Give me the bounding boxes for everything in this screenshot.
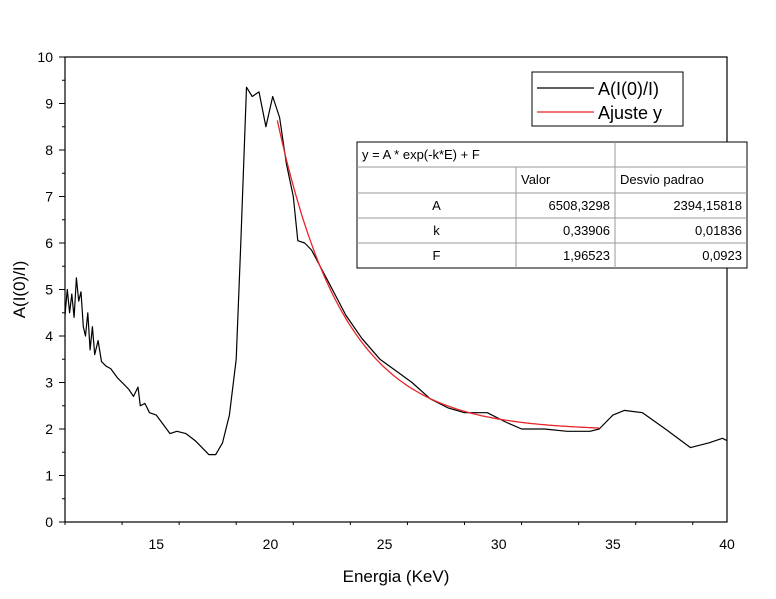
y-tick-label: 1	[45, 468, 53, 484]
y-tick-label: 6	[45, 235, 53, 251]
fit-param-name: F	[433, 248, 441, 263]
x-tick-label: 25	[377, 536, 393, 552]
y-tick-label: 8	[45, 142, 53, 158]
fit-param-name: A	[432, 198, 441, 213]
fit-param-error: 0,01836	[695, 223, 742, 238]
fit-param-value: 1,96523	[563, 248, 610, 263]
fit-param-value: 0,33906	[563, 223, 610, 238]
series-line-fit	[276, 120, 600, 429]
x-axis-title: Energia (KeV)	[343, 567, 450, 586]
fit-equation: y = A * exp(-k*E) + F	[362, 147, 480, 162]
fit-param-value: 6508,3298	[549, 198, 610, 213]
fit-table-header-value: Valor	[521, 172, 551, 187]
y-tick-label: 9	[45, 96, 53, 112]
legend-label-fit: Ajuste y	[598, 103, 662, 123]
y-tick-label: 0	[45, 514, 53, 530]
fit-param-error: 0,0923	[702, 248, 742, 263]
x-tick-label: 35	[605, 536, 621, 552]
fit-table-gridlines	[357, 142, 747, 268]
y-tick-label: 3	[45, 375, 53, 391]
fit-parameters-table: y = A * exp(-k*E) + F Valor Desvio padra…	[356, 141, 748, 269]
x-tick-label: 20	[263, 536, 279, 552]
legend-box	[531, 71, 684, 127]
y-tick-label: 2	[45, 421, 53, 437]
plot-area-frame	[64, 56, 728, 523]
x-tick-label: 40	[719, 536, 735, 552]
legend: A(I(0)/I) Ajuste y	[531, 71, 684, 127]
y-axis-title: A(I(0)/I)	[10, 261, 29, 319]
y-tick-label: 4	[45, 328, 53, 344]
series-line-data	[64, 86, 728, 456]
y-tick-label: 7	[45, 189, 53, 205]
x-tick-label: 15	[149, 536, 165, 552]
axis-ticks	[59, 56, 694, 525]
y-tick-label: 10	[37, 49, 53, 65]
y-tick-label: 5	[45, 282, 53, 298]
axis-tick-labels: 15 20 25 30 35 40 0 1 2 3 4 5 6 7 8 9 10	[37, 49, 735, 552]
fit-table-header-error: Desvio padrao	[620, 172, 704, 187]
plot-series-layer	[64, 86, 728, 456]
x-tick-label: 30	[491, 536, 507, 552]
fit-table-frame	[356, 141, 748, 269]
fit-param-error: 2394,15818	[673, 198, 742, 213]
legend-label-data: A(I(0)/I)	[598, 79, 659, 99]
fit-param-name: k	[433, 223, 440, 238]
